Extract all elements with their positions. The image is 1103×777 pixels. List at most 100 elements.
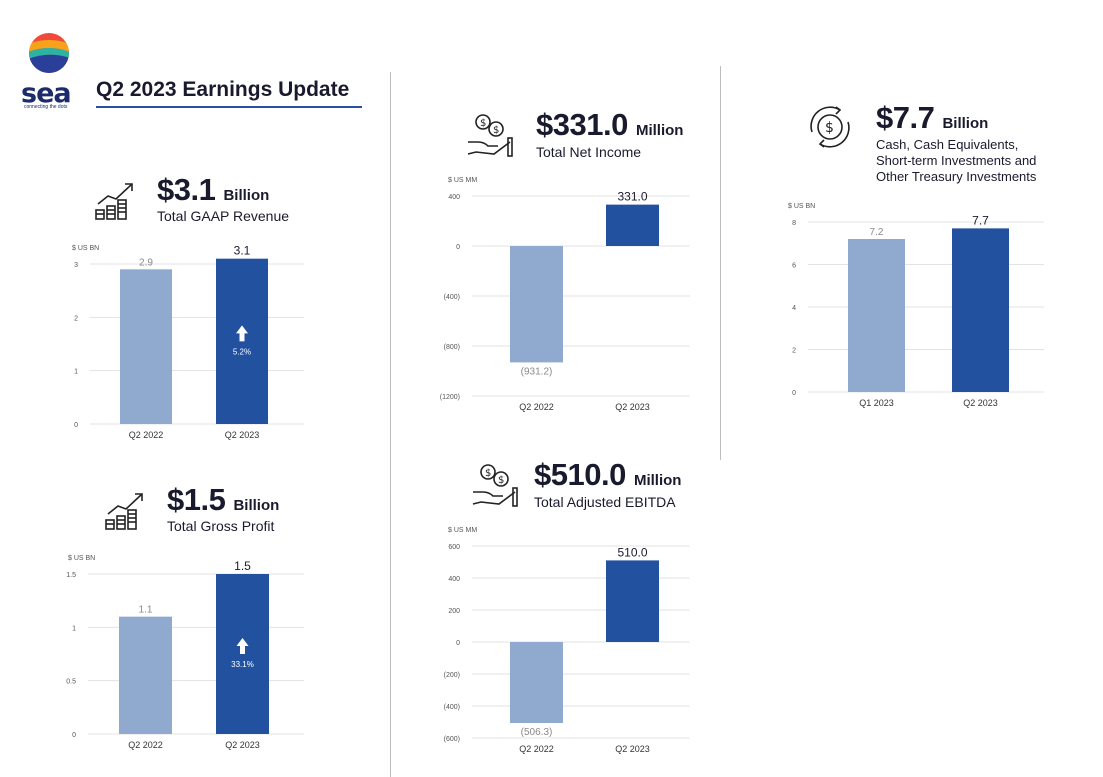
svg-text:$: $ <box>480 118 486 129</box>
column-divider-right <box>720 66 721 460</box>
y-tick-label: 3 <box>74 262 78 269</box>
y-tick-label: 6 <box>792 263 796 270</box>
up-arrow-icon <box>236 325 248 342</box>
bar-value-label: 1.1 <box>139 605 153 616</box>
up-arrow-stem <box>240 645 245 654</box>
hand-coins-icon: $ $ <box>472 464 518 507</box>
svg-text:$: $ <box>493 125 499 136</box>
dollar-cycle-icon: $ <box>810 106 850 148</box>
y-tick-label: 2 <box>74 315 78 322</box>
y-tick-label: (600) <box>444 736 460 743</box>
y-tick-label: 0 <box>792 390 796 397</box>
y-tick-label: (400) <box>444 704 460 711</box>
cash-label-line-1: Cash, Cash Equivalents, <box>876 137 1019 152</box>
bar-value-label: 331.0 <box>617 190 647 204</box>
bar-value-label: 2.9 <box>139 257 153 268</box>
growth-bars-icon <box>95 183 133 220</box>
x-category-label: Q2 2023 <box>963 398 998 408</box>
y-tick-label: (200) <box>444 672 460 679</box>
x-category-label: Q2 2022 <box>129 430 164 440</box>
revenue-chart: $ US BN 0 1 2 3 2.9 Q2 2022 3.1 Q2 2023 5.2% <box>72 244 304 440</box>
growth-bars-icon <box>105 493 143 530</box>
bar-q2-2022 <box>510 642 563 724</box>
x-category-label: Q2 2022 <box>128 740 163 750</box>
title-underline <box>96 106 362 108</box>
y-tick-label: 2 <box>792 348 796 355</box>
cash-chart: $ US BN 0 2 4 6 8 7.2 Q1 2023 7.7 Q2 2023 <box>788 203 1044 408</box>
y-tick-label: 0 <box>456 640 460 647</box>
column-divider-left <box>390 72 391 777</box>
up-arrow-head <box>236 638 249 646</box>
growth-percent-label: 33.1% <box>231 660 254 669</box>
svg-text:$: $ <box>485 468 491 479</box>
up-arrow-stem <box>239 332 245 342</box>
y-tick-label: 0 <box>74 422 78 429</box>
bar-q2-2023 <box>952 228 1009 392</box>
page-title: Q2 2023 Earnings Update <box>96 78 350 101</box>
cash-value: $7.7 Billion <box>876 100 989 135</box>
revenue-value: $3.1 Billion <box>157 172 270 207</box>
bar-value-label: 1.5 <box>234 559 251 573</box>
net-income-label: Total Net Income <box>536 144 642 160</box>
y-tick-label: 400 <box>448 194 460 201</box>
y-tick-label: (800) <box>444 344 460 351</box>
x-category-label: Q2 2023 <box>225 740 260 750</box>
bar-value-label: (506.3) <box>521 727 553 738</box>
net-income-value: $331.0 Million <box>536 107 684 142</box>
up-arrow-icon <box>236 638 249 654</box>
bar-value-label: 7.7 <box>972 213 989 227</box>
y-tick-label: 0 <box>72 732 76 739</box>
growth-percent-label: 5.2% <box>233 347 251 356</box>
y-tick-label: 1.5 <box>66 572 76 579</box>
x-category-label: Q2 2022 <box>519 402 554 412</box>
x-category-label: Q2 2022 <box>519 744 554 754</box>
y-tick-label: 0 <box>456 244 460 251</box>
gross-profit-value: $1.5 Billion <box>167 482 280 517</box>
y-tick-label: (400) <box>444 294 460 301</box>
logo-wordmark: sea <box>21 78 72 109</box>
bar-q2-2022 <box>510 246 563 363</box>
hand-coins-icon: $ $ <box>467 114 513 157</box>
bar-q2-2023 <box>606 204 659 246</box>
bar-q2-2022 <box>120 269 172 424</box>
ebitda-chart: $ US MM (600) (400) (200) 0 200 400 600 (506.3) Q… <box>444 527 690 754</box>
net-income-chart: $ US MM (1200) (800) (400) 0 400 (931.2) Q2 202… <box>440 177 690 412</box>
bar-q2-2022 <box>119 616 172 734</box>
y-tick-label: 600 <box>448 544 460 551</box>
y-unit-label: $ US BN <box>788 203 815 210</box>
y-tick-label: 200 <box>448 608 460 615</box>
cash-label-line-3: Other Treasury Investments <box>876 169 1037 184</box>
gross-profit-chart: $ US BN 0 0.5 1 1.5 1.1 Q2 2022 1.5 Q2 2023 33.1% <box>66 555 304 750</box>
bar-value-label: 510.0 <box>617 545 647 559</box>
x-category-label: Q2 2023 <box>615 402 650 412</box>
x-category-label: Q2 2023 <box>615 744 650 754</box>
y-tick-label: 4 <box>792 305 796 312</box>
gross-profit-label: Total Gross Profit <box>167 518 275 534</box>
svg-text:$: $ <box>498 475 504 486</box>
y-tick-label: (1200) <box>440 394 460 401</box>
bar-q2-2023 <box>606 560 659 642</box>
ebitda-label: Total Adjusted EBITDA <box>534 494 676 510</box>
x-category-label: Q1 2023 <box>859 398 894 408</box>
y-tick-label: 0.5 <box>66 679 76 686</box>
cash-label-line-2: Short-term Investments and <box>876 153 1037 168</box>
bar-value-label: (931.2) <box>521 366 553 377</box>
y-unit-label: $ US MM <box>448 527 477 534</box>
bar-value-label: 3.1 <box>234 244 251 258</box>
bar-value-label: 7.2 <box>870 227 884 238</box>
svg-text:$: $ <box>825 120 834 136</box>
bar-q1-2023 <box>848 239 905 392</box>
sea-logo-icon <box>29 33 69 73</box>
revenue-label: Total GAAP Revenue <box>157 208 290 224</box>
logo-tagline: connecting the dots <box>24 104 68 110</box>
up-arrow-head <box>236 325 248 334</box>
y-unit-label: $ US BN <box>68 555 95 562</box>
ebitda-value: $510.0 Million <box>534 457 682 492</box>
y-unit-label: $ US MM <box>448 177 477 184</box>
y-tick-label: 1 <box>74 369 78 376</box>
y-tick-label: 400 <box>448 576 460 583</box>
x-category-label: Q2 2023 <box>225 430 260 440</box>
y-tick-label: 1 <box>72 625 76 632</box>
y-unit-label: $ US BN <box>72 245 99 252</box>
y-tick-label: 8 <box>792 220 796 227</box>
